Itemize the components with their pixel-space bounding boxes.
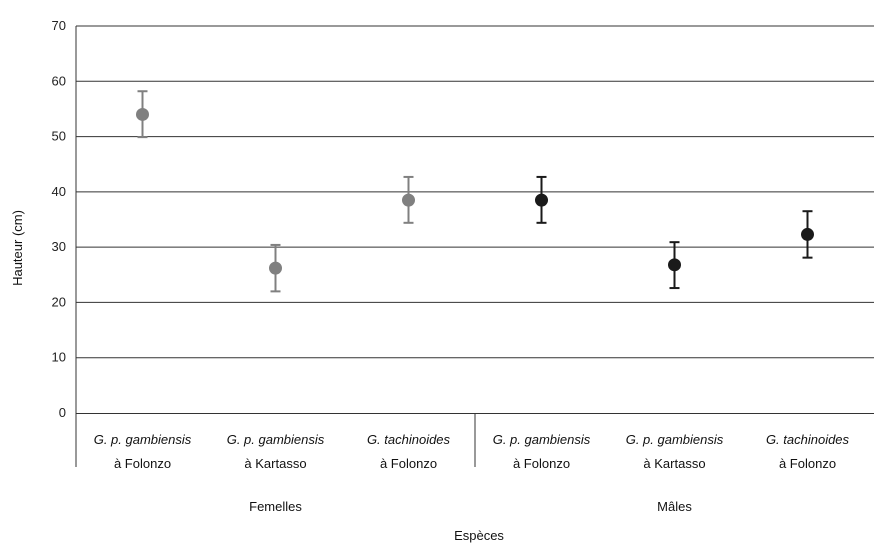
mean-marker — [269, 261, 282, 275]
y-tick-label: 40 — [52, 184, 66, 199]
data-points — [136, 90, 814, 293]
y-tick-label: 50 — [52, 129, 66, 144]
y-tick-label: 60 — [52, 73, 66, 88]
gridlines — [75, 25, 874, 467]
x-axis-label: Espèces — [454, 528, 504, 543]
mean-marker — [801, 227, 814, 241]
y-tick-label: 30 — [52, 239, 66, 254]
x-category-sublabel: à Folonzo — [513, 456, 570, 471]
group-label: Mâles — [657, 499, 692, 514]
data-point-group — [402, 175, 415, 224]
x-category-sublabel: à Folonzo — [380, 456, 437, 471]
x-category-label: G. p. gambiensis — [227, 432, 325, 447]
mean-marker — [668, 258, 681, 272]
x-category-label: G. p. gambiensis — [493, 432, 591, 447]
x-category-sublabel: à Folonzo — [779, 456, 836, 471]
y-axis-ticks: 0 10 20 30 40 50 60 70 — [52, 18, 66, 420]
x-category-label: G. tachinoides — [766, 432, 850, 447]
y-axis-label: Hauteur (cm) — [10, 210, 25, 286]
y-tick-label: 20 — [52, 294, 66, 309]
group-labels: Femelles Mâles — [249, 499, 692, 514]
y-tick-label: 0 — [59, 405, 66, 420]
x-axis-categories: G. p. gambiensis à Folonzo G. p. gambiensi… — [94, 432, 850, 471]
data-point-group — [269, 243, 282, 293]
data-point-group — [535, 175, 548, 224]
data-point-group — [668, 241, 681, 290]
data-point-group — [136, 90, 149, 139]
group-label: Femelles — [249, 499, 302, 514]
x-category-sublabel: à Folonzo — [114, 456, 171, 471]
y-tick-label: 10 — [52, 350, 66, 365]
mean-marker — [535, 193, 548, 207]
mean-marker — [402, 193, 415, 207]
mean-marker — [136, 107, 149, 121]
x-category-label: G. tachinoides — [367, 432, 451, 447]
data-point-group — [801, 210, 814, 259]
y-tick-label: 70 — [52, 18, 66, 33]
x-category-label: G. p. gambiensis — [626, 432, 724, 447]
x-category-label: G. p. gambiensis — [94, 432, 192, 447]
x-category-sublabel: à Kartasso — [643, 456, 705, 471]
x-category-sublabel: à Kartasso — [244, 456, 306, 471]
